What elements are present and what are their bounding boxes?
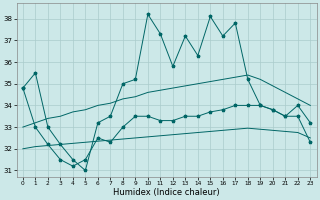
X-axis label: Humidex (Indice chaleur): Humidex (Indice chaleur) <box>113 188 220 197</box>
